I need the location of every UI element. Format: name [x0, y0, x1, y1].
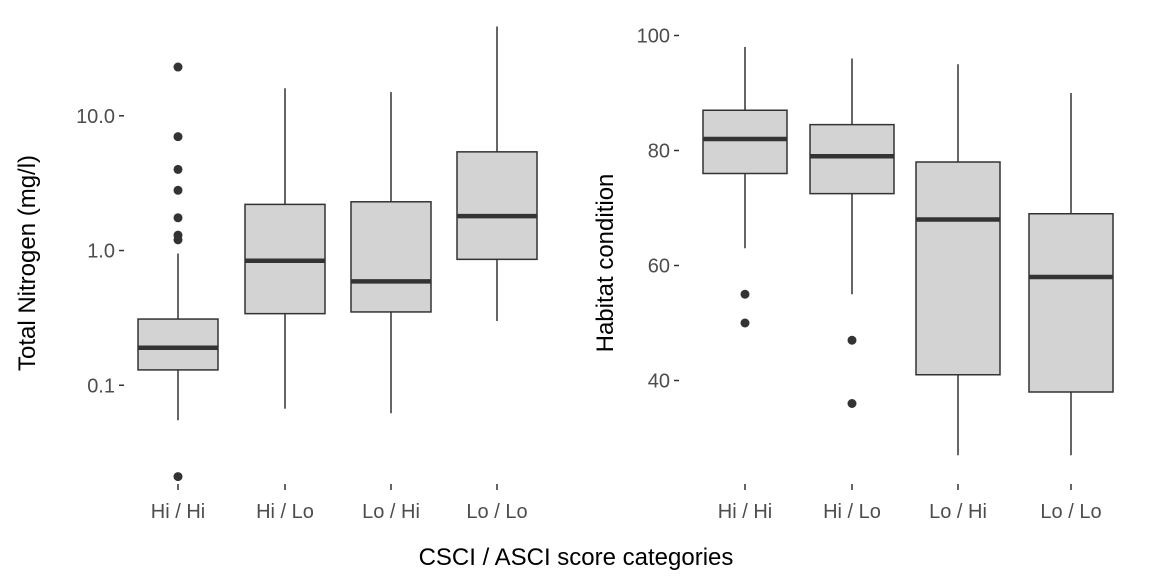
- x-tick-label: Hi / Hi: [151, 501, 205, 523]
- y-tick-label: 100: [637, 26, 670, 48]
- outlier-point: [173, 213, 183, 223]
- y-axis-title: Total Nitrogen (mg/l): [14, 155, 41, 371]
- y-axis-title: Habitat condition: [592, 174, 619, 353]
- outlier-point: [740, 318, 750, 328]
- outlier-point: [173, 132, 183, 142]
- outlier-point: [173, 230, 183, 240]
- x-axis-title: CSCI / ASCI score categories: [419, 544, 734, 571]
- box-iqr: [809, 123, 895, 195]
- outlier-point: [173, 472, 183, 482]
- outlier-point: [847, 399, 857, 408]
- outlier-point: [740, 289, 750, 299]
- outlier-point: [847, 335, 857, 345]
- x-tick-label: Hi / Lo: [823, 501, 881, 523]
- habitat-condition-panel: 40 60 80 100 Habitat condition Hi / Hi Hi / Lo…: [592, 26, 1114, 523]
- y-tick-label: 0.1: [87, 375, 115, 397]
- x-tick-label: Lo / Hi: [362, 501, 420, 523]
- y-tick-label: 60: [648, 256, 670, 278]
- box-iqr: [702, 109, 788, 175]
- x-tick-label: Lo / Lo: [466, 501, 527, 523]
- x-tick-label: Hi / Hi: [718, 501, 772, 523]
- x-tick-label: Lo / Lo: [1040, 501, 1101, 523]
- outlier-point: [173, 185, 183, 195]
- outlier-point: [173, 62, 183, 72]
- x-tick-label: Hi / Lo: [256, 501, 314, 523]
- box-iqr: [1028, 213, 1114, 393]
- y-tick-label: 10.0: [76, 106, 115, 128]
- y-tick-label: 80: [648, 141, 670, 163]
- y-tick-label: 40: [648, 371, 670, 393]
- y-tick-label: 1.0: [87, 241, 115, 263]
- box-iqr: [456, 151, 538, 261]
- box-iqr: [915, 161, 1001, 376]
- x-tick-label: Lo / Hi: [929, 501, 987, 523]
- box-iqr: [137, 318, 219, 371]
- total-nitrogen-panel: 0.1 1.0 10.0 Total Nitrogen (mg/l) Hi / Hi Hi…: [14, 26, 538, 523]
- box-iqr: [350, 201, 432, 313]
- outlier-point: [173, 164, 183, 174]
